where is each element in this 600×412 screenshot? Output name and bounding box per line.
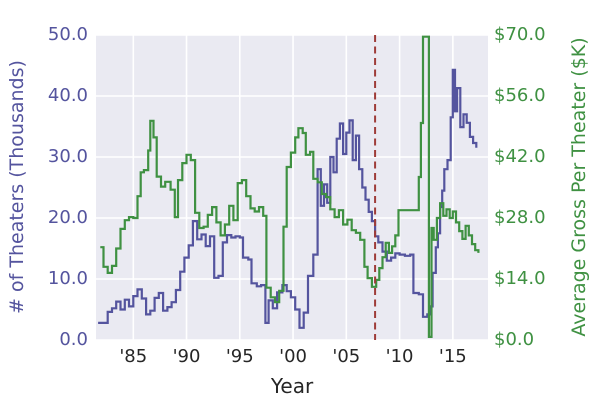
x-tick: '05 bbox=[332, 346, 361, 367]
y-tick-left: 30.0 bbox=[47, 146, 88, 167]
x-tick: '10 bbox=[385, 346, 414, 367]
plot-area bbox=[96, 35, 488, 340]
series-gross bbox=[100, 35, 480, 338]
y-tick-left: 40.0 bbox=[47, 85, 88, 106]
x-tick: '95 bbox=[225, 346, 254, 367]
x-tick: '90 bbox=[172, 346, 201, 367]
y-tick-left: 10.0 bbox=[47, 268, 88, 289]
y-tick-right: $14.0 bbox=[494, 268, 546, 289]
y-tick-left: 0.0 bbox=[59, 329, 88, 350]
y-tick-right: $28.0 bbox=[494, 207, 546, 228]
y-tick-right: $70.0 bbox=[494, 24, 546, 45]
right-axis-title: Average Gross Per Theater ($K) bbox=[568, 37, 590, 337]
x-axis-title: Year bbox=[270, 374, 314, 398]
y-tick-left: 20.0 bbox=[47, 207, 88, 228]
y-tick-right: $0.0 bbox=[494, 329, 535, 350]
x-tick: '15 bbox=[438, 346, 467, 367]
y-tick-right: $42.0 bbox=[494, 146, 546, 167]
y-tick-left: 50.0 bbox=[47, 24, 88, 45]
y-tick-right: $56.0 bbox=[494, 85, 546, 106]
x-tick: '85 bbox=[119, 346, 148, 367]
plot-svg bbox=[96, 35, 488, 340]
x-tick: '00 bbox=[279, 346, 307, 367]
